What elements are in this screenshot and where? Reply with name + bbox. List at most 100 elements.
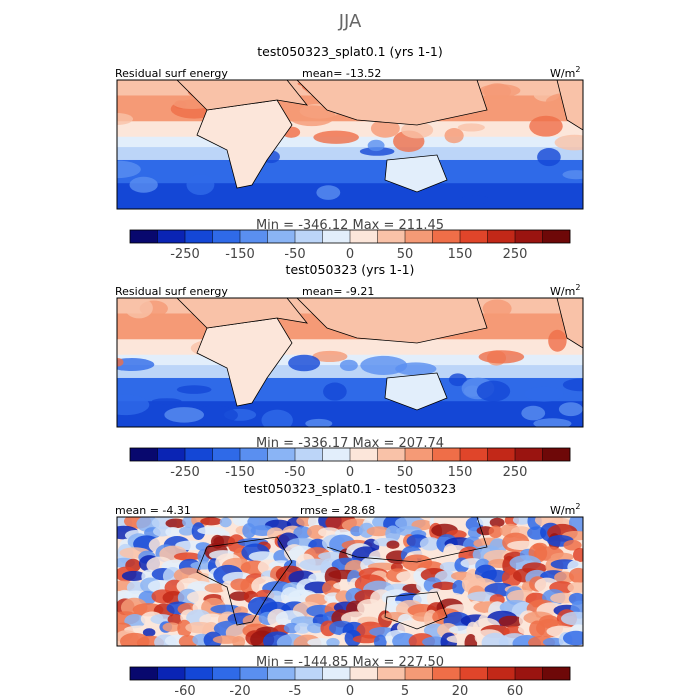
panel-1: test050323_splat0.1 (yrs 1-1) Residual s… (115, 44, 584, 262)
colorbar-tick-label: -50 (284, 247, 305, 262)
field-blotch (476, 380, 511, 402)
field-blotch (339, 359, 358, 371)
europe-landmass (176, 80, 308, 111)
colorbar-tick-label: -50 (284, 465, 305, 480)
field-cell (467, 591, 497, 602)
colorbar-tick-label: 150 (448, 247, 473, 262)
colorbar-tick-label: -5 (289, 684, 302, 699)
map-frame (116, 79, 584, 210)
colorbar-swatch (267, 448, 296, 461)
africa-landmass (196, 317, 293, 407)
colorbar-swatch (542, 230, 571, 243)
field-blotch (288, 105, 336, 127)
field-blotch (395, 362, 437, 376)
field-cell (200, 517, 223, 526)
field-blotch (151, 398, 182, 405)
colorbar-ticks: -60 -20 -5 0 5 20 60 (174, 684, 523, 699)
field-cell (464, 633, 478, 646)
asia-coastline (297, 517, 488, 563)
field-cell (165, 518, 186, 529)
colorbar-tick-label: 0 (346, 465, 354, 480)
colorbar-swatch (405, 230, 433, 243)
map-frame (116, 297, 584, 428)
field-band (117, 183, 583, 209)
field-cell (177, 619, 192, 638)
field-cell (294, 622, 311, 634)
field-blotch (164, 407, 204, 423)
field-blotch (176, 385, 212, 394)
colorbar-swatch (295, 667, 323, 680)
field-cell (488, 525, 503, 539)
colorbar-swatch (515, 448, 543, 461)
panel-title: test050323 (yrs 1-1) (286, 262, 415, 277)
field-cell (562, 630, 583, 646)
units-label: W/m2 (550, 65, 580, 80)
field-cell (126, 581, 144, 594)
panel-left-label: Residual surf energy (115, 67, 228, 80)
season-title: JJA (338, 11, 362, 32)
field-cell (352, 634, 380, 644)
field-blotch (521, 405, 546, 421)
panel-2: test050323 (yrs 1-1) Residual surf energ… (115, 262, 584, 480)
panel-left-label: Residual surf energy (115, 285, 228, 298)
field-blotch (483, 83, 512, 100)
colorbar-swatch (157, 230, 186, 243)
field-cell (232, 636, 246, 646)
colorbar-swatch (240, 230, 268, 243)
colorbar-swatch (212, 667, 241, 680)
field-blotch (478, 350, 525, 364)
colorbar-swatch (130, 230, 158, 243)
colorbar-swatch (515, 667, 543, 680)
field-cell (293, 526, 312, 539)
field-cell (498, 615, 523, 628)
field-cell (386, 540, 400, 549)
field-blotch (129, 176, 158, 193)
colorbar-swatch (487, 667, 516, 680)
field-cell (432, 581, 457, 591)
asia-landmass (296, 80, 488, 126)
colorbar-swatch (157, 448, 186, 461)
field-cell (242, 523, 256, 539)
field-blotch (554, 134, 583, 151)
map-field (117, 298, 583, 427)
field-cell (219, 517, 232, 528)
field-cell (385, 525, 401, 542)
colorbar-swatch (185, 230, 213, 243)
colorbar-tick-label: -60 (174, 684, 195, 699)
field-cell (452, 579, 465, 596)
units-label: W/m2 (550, 283, 580, 298)
colorbar-swatch (350, 448, 378, 461)
colorbar-swatch (295, 448, 323, 461)
colorbar-swatch (322, 667, 351, 680)
colorbar-swatch (185, 448, 213, 461)
field-band (117, 147, 583, 161)
europe-landmass (176, 298, 308, 329)
colorbar-swatch (350, 230, 378, 243)
australia-landmass (384, 154, 448, 193)
colorbar-tick-label: 5 (401, 684, 409, 699)
panel-3: test050323_splat0.1 - test050323 mean = … (115, 481, 584, 699)
field-cell (554, 571, 575, 584)
field-blotch (117, 112, 134, 125)
min-max-label: Min = -336.17 Max = 207.74 (256, 436, 444, 451)
australia-coastline (384, 591, 448, 630)
colorbar-swatch (460, 230, 488, 243)
colorbar-swatch (542, 667, 571, 680)
field-blotch (261, 409, 293, 427)
field-blotch (288, 354, 321, 372)
colorbar-swatch (350, 667, 378, 680)
min-max-label: Min = -346.12 Max = 211.45 (256, 218, 444, 233)
colorbar-swatch (157, 667, 186, 680)
colorbar-tick-label: -150 (225, 247, 255, 262)
colorbar-swatch (185, 667, 213, 680)
panel-center-label: mean= -13.52 (302, 67, 381, 80)
colorbar-tick-label: 0 (346, 247, 354, 262)
field-blotch (360, 355, 408, 375)
colorbar (129, 447, 571, 462)
field-blotch (313, 130, 359, 144)
panel-title: test050323_splat0.1 (yrs 1-1) (257, 44, 443, 59)
field-cell (248, 551, 278, 562)
min-max-label: Min = -144.85 Max = 227.50 (256, 655, 444, 670)
colorbar-swatch (542, 448, 571, 461)
